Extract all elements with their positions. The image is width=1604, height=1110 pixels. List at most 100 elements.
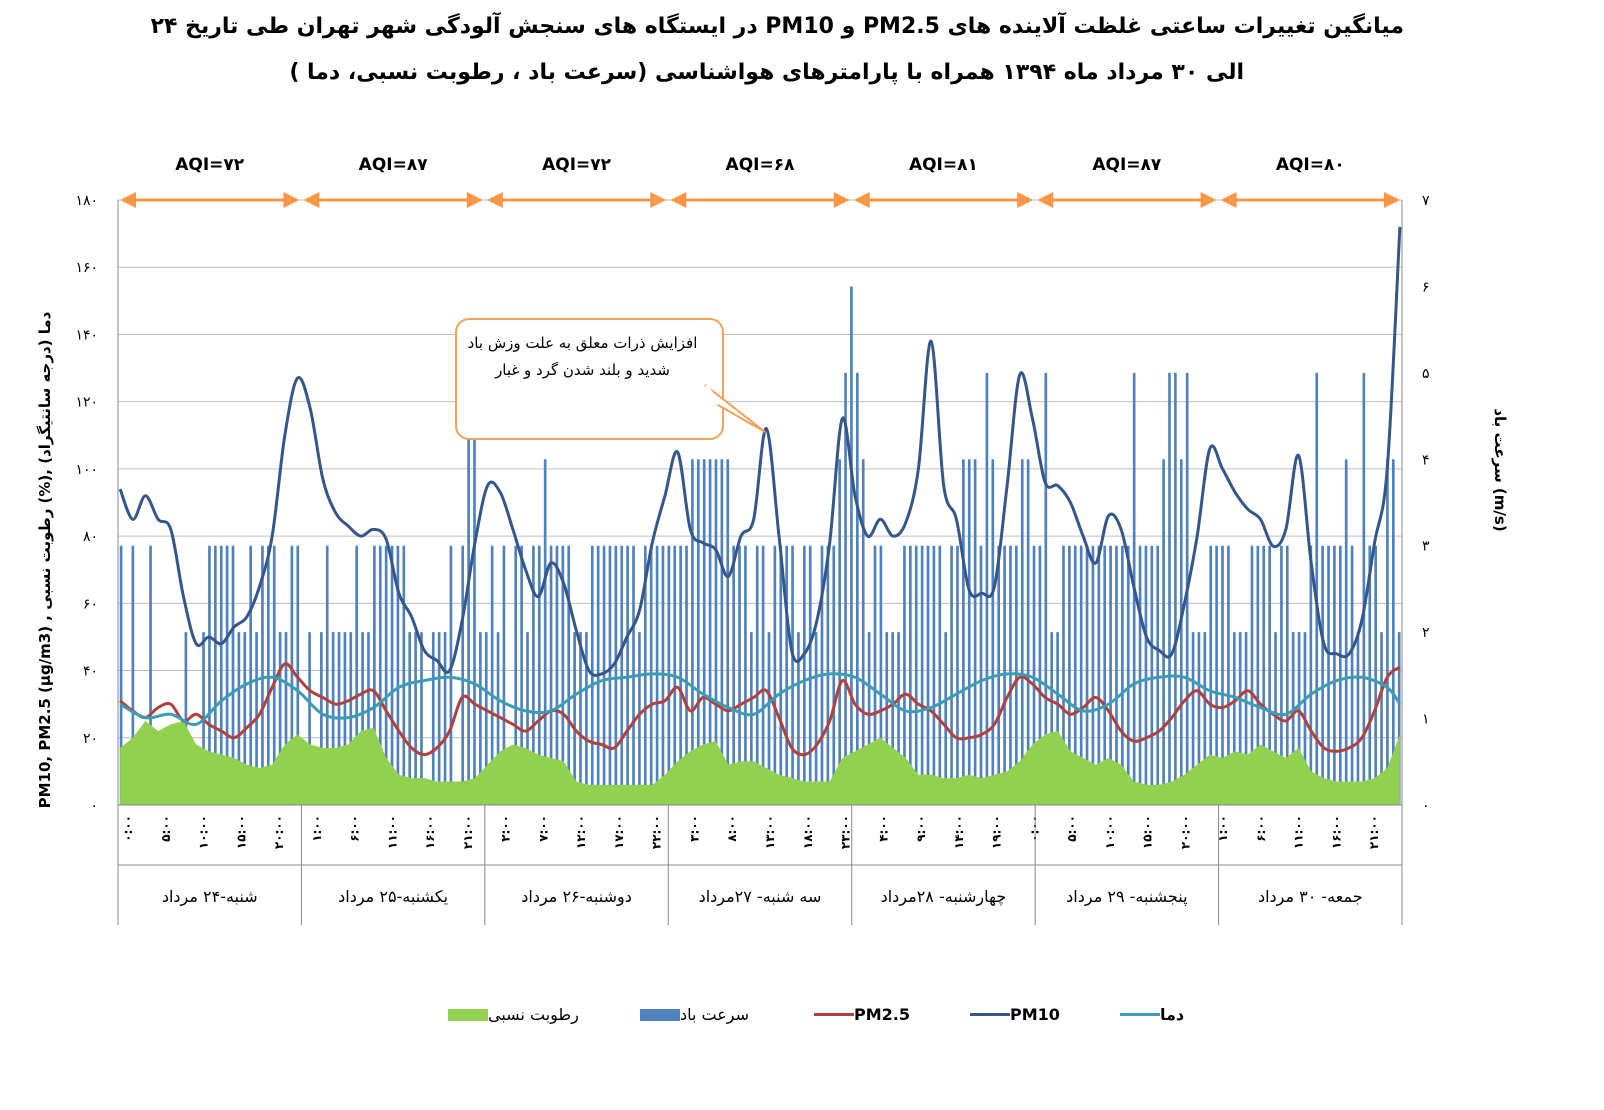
y-axis-label-right: سرعت باد (m/s) [1491, 408, 1509, 531]
wind-bar [909, 545, 912, 805]
wind-bar [1109, 545, 1112, 805]
aqi-label: AQI=۶۸ [726, 155, 796, 175]
wind-bar [708, 459, 712, 805]
wind-bar [985, 372, 989, 805]
wind-bar [1297, 632, 1301, 805]
wind-bar [261, 545, 264, 805]
wind-bar [1144, 545, 1148, 805]
wind-bar [573, 632, 576, 805]
wind-bar [1050, 632, 1054, 805]
wind-bar [920, 545, 924, 805]
wind-bar [514, 545, 518, 805]
wind-bar [231, 545, 235, 805]
wind-bar [579, 632, 582, 805]
y-tick-label-left: ۱۲۰ [75, 395, 98, 411]
legend-pm10-swatch [970, 1013, 1010, 1016]
wind-bar [1020, 459, 1024, 805]
wind-bar [149, 545, 152, 805]
legend-pm25-label: PM2.5 [854, 1005, 910, 1024]
wind-bar [1179, 459, 1183, 805]
wind-bar [850, 286, 853, 805]
wind-bar [208, 545, 211, 805]
x-tick-label: ۱۲:۰۰ [574, 815, 588, 849]
wind-bar [1250, 545, 1254, 805]
wind-bar [449, 545, 453, 805]
wind-bar [537, 545, 541, 805]
wind-bar [685, 545, 688, 805]
wind-bar [284, 632, 288, 805]
x-tick-label: ۱۰:۰۰ [1103, 815, 1117, 849]
y-tick-label-right: ۶ [1422, 279, 1430, 295]
x-tick-label: ۱۶:۰۰ [423, 815, 437, 849]
x-tick-label: ۱۵:۰۰ [234, 815, 248, 849]
wind-bar [402, 545, 406, 805]
wind-bar [1238, 632, 1242, 805]
wind-bar [1344, 459, 1348, 805]
wind-bar [543, 459, 547, 805]
wind-bar [408, 632, 412, 805]
wind-bar [320, 632, 323, 805]
aqi-arrowhead-left [1220, 192, 1237, 208]
wind-bar [1244, 632, 1248, 805]
x-tick-label: ۰:۰۰ [121, 815, 135, 842]
wind-bar [861, 459, 865, 805]
wind-bar [779, 545, 783, 805]
wind-bar [1091, 545, 1095, 805]
aqi-arrowhead-left [303, 192, 320, 208]
x-tick-label: ۲:۰۰ [499, 815, 513, 842]
aqi-arrowhead-left [670, 192, 687, 208]
wind-bar [390, 545, 394, 805]
y-tick-label-left: ۰ [90, 798, 98, 814]
wind-bar [520, 545, 523, 805]
aqi-arrowhead-right [833, 192, 850, 208]
y-tick-label-right: ۵ [1422, 366, 1430, 382]
wind-bar [1338, 545, 1342, 805]
day-label: یکشنبه-۲۵ مرداد [338, 887, 448, 907]
wind-bar [1356, 632, 1360, 805]
wind-bar [1374, 545, 1377, 805]
x-tick-label: ۱:۰۰ [310, 815, 324, 842]
wind-bar [614, 545, 618, 805]
wind-bar [1321, 545, 1324, 805]
wind-bar [443, 632, 447, 805]
wind-bar [490, 545, 494, 805]
wind-bar [308, 632, 311, 805]
x-tick-label: ۵:۰۰ [159, 815, 173, 842]
chart-title-line2: الی ۳۰ مرداد ماه ۱۳۹۴ همراه با پارامترها… [289, 60, 1244, 85]
wind-bar [1274, 632, 1277, 805]
wind-bar [1256, 545, 1260, 805]
callout-box [455, 318, 724, 440]
aqi-arrowhead-right [1200, 192, 1217, 208]
axes: ۰ ۲۰ ۴۰ ۶۰ ۸۰ ۱۰۰ ۱۲۰ ۱۴۰ ۱۶۰ ۱۸۰ ۰ ۱ ۲ ۳ ۴ ۵ ۶ ۷ PM10, PM… [36, 193, 1509, 814]
wind-bar [797, 632, 800, 805]
x-tick-label: ۱:۰۰ [1216, 815, 1230, 842]
wind-bars [119, 286, 1401, 805]
y-tick-label-right: ۰ [1422, 798, 1430, 814]
wind-bar [626, 545, 629, 805]
wind-bar [367, 632, 370, 805]
aqi-arrows: AQI=۷۲ AQI=۸۷ AQI=۷۲ AQI=۶۸ AQI=۸۱ AQI=۸۷ AQI=… [120, 155, 1400, 208]
legend-humidity-swatch [448, 1008, 488, 1021]
wind-bar [749, 632, 753, 805]
day-label: دوشنبه-۲۶ مرداد [521, 887, 632, 907]
x-tick-label: ۶:۰۰ [348, 815, 362, 842]
aqi-label: AQI=۷۲ [542, 155, 612, 175]
wind-bar [1079, 545, 1083, 805]
wind-bar [785, 545, 788, 805]
wind-bar [1097, 545, 1101, 805]
y-axis-label-left: PM10, PM2.5 (µg/m3) , دما (درجه سانتیگرا… [36, 311, 54, 808]
wind-bar [738, 545, 741, 805]
x-tick-label: ۰:۰۰ [1027, 815, 1041, 842]
wind-bar [249, 545, 252, 805]
wind-bar [567, 545, 571, 805]
aqi-arrowhead-right [1017, 192, 1034, 208]
wind-bar [1327, 545, 1330, 805]
wind-bar [1068, 545, 1071, 805]
series-lines [118, 226, 1402, 757]
aqi-arrowhead-right [650, 192, 667, 208]
wind-bar [1115, 545, 1118, 805]
wind-bar [1009, 545, 1012, 805]
wind-bar [184, 632, 188, 805]
wind-bar [1156, 545, 1160, 805]
